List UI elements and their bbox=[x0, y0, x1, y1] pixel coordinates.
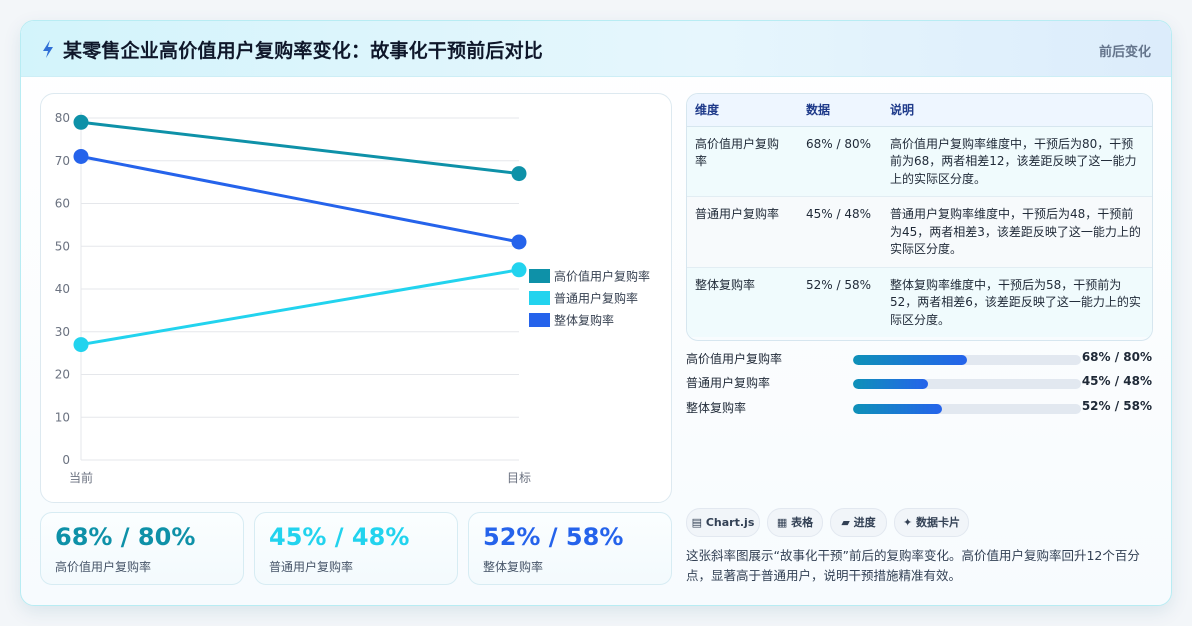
progress-track bbox=[853, 355, 1081, 365]
kpi-label: 高价值用户复购率 bbox=[55, 560, 152, 574]
x-tick-label: 目标 bbox=[507, 471, 531, 485]
series-line bbox=[80, 268, 520, 347]
y-tick-label: 80 bbox=[55, 111, 70, 125]
summary-note: 这张斜率图展示“故事化干预”前后的复购率变化。高价值用户复购率回升12个百分点，… bbox=[686, 548, 1140, 583]
lightning-icon bbox=[43, 40, 53, 58]
chip-progress[interactable]: ▰ 进度 bbox=[830, 508, 887, 537]
kpi-value: 52% / 58% bbox=[483, 523, 624, 551]
progress-label: 整体复购率 bbox=[686, 401, 747, 415]
legend-label: 整体复购率 bbox=[554, 313, 614, 328]
table-row: 普通用户复购率 45% / 48% 普通用户复购率维度中，干预后为48，干预前为… bbox=[687, 196, 1152, 268]
progress-value: 52% / 58% bbox=[1081, 399, 1152, 413]
table-cell: 45% / 48% bbox=[798, 196, 882, 268]
progress-track bbox=[853, 404, 1081, 414]
chip-label: Chart.js bbox=[705, 516, 755, 529]
data-point bbox=[73, 148, 89, 164]
kpi-value: 68% / 80% bbox=[55, 523, 196, 551]
legend-swatch bbox=[529, 291, 550, 305]
progress-label: 高价值用户复购率 bbox=[686, 352, 783, 366]
table-cell: 整体复购率维度中，干预后为58，干预前为52，两者相差6，该差距反映了这一能力上… bbox=[890, 277, 1141, 327]
table-cell: 高价值用户复购率维度中，干预后为80，干预前为68，两者相差12，该差距反映了这… bbox=[882, 126, 1152, 197]
data-point bbox=[511, 166, 527, 182]
table-cell: 普通用户复购率 bbox=[687, 196, 798, 268]
dashboard-card: 某零售企业高价值用户复购率变化：故事化干预前后对比 前后变化 0 10 20 30 40… bbox=[20, 20, 1172, 606]
progress-value: 45% / 48% bbox=[1081, 374, 1152, 388]
y-tick-label: 50 bbox=[55, 239, 70, 253]
table-header-cell: 维度 bbox=[687, 94, 798, 127]
data-point bbox=[511, 234, 527, 250]
table-header-cell: 数据 bbox=[798, 94, 882, 127]
progress-fill bbox=[853, 355, 967, 365]
chip-label: 数据卡片 bbox=[916, 516, 961, 529]
y-tick-label: 10 bbox=[55, 410, 70, 424]
series-line bbox=[80, 120, 520, 176]
chart-icon: ▤ bbox=[691, 516, 703, 529]
progress-track bbox=[853, 379, 1081, 389]
sparkle-icon: ✦ bbox=[902, 516, 913, 529]
chip-table[interactable]: ▦ 表格 bbox=[767, 508, 823, 537]
table-header-cell: 说明 bbox=[882, 94, 1152, 127]
kpi-card-overall: 52% / 58% 整体复购率 bbox=[468, 512, 672, 585]
header-bar: 某零售企业高价值用户复购率变化：故事化干预前后对比 前后变化 bbox=[21, 21, 1171, 77]
table-cell: 高价值用户复购率 bbox=[687, 126, 798, 197]
table-cell: 52% / 58% bbox=[806, 277, 872, 292]
chart-canvas: 0 10 20 30 40 50 60 70 80 当前 目标 高价值用户复购率普通用户复购率整体复购… bbox=[55, 111, 650, 485]
legend-swatch bbox=[529, 269, 550, 283]
legend-swatch bbox=[529, 313, 550, 327]
y-tick-label: 0 bbox=[62, 453, 70, 467]
table-header-row: 维度 数据 说明 bbox=[687, 94, 1152, 127]
slope-chart: 0 10 20 30 40 50 60 70 80 当前 目标 高价值用户复购率 普通用户复购率 整体复购… bbox=[40, 93, 672, 503]
series-line bbox=[80, 155, 520, 244]
table-row: 高价值用户复购率 68% / 80% 高价值用户复购率维度中，干预后为80，干预… bbox=[687, 126, 1152, 197]
table-cell: 普通用户复购率维度中，干预后为48，干预前为45，两者相差3，该差距反映了这一能… bbox=[882, 196, 1152, 268]
header-tag: 前后变化 bbox=[1098, 45, 1151, 60]
kpi-card-high-value: 68% / 80% 高价值用户复购率 bbox=[40, 512, 244, 585]
data-table-container: 维度 数据 说明 高价值用户复购率 68% / 80% 高价值用户复购率维度中，… bbox=[686, 93, 1153, 341]
legend-label: 普通用户复购率 bbox=[554, 291, 638, 306]
data-table: 维度 数据 说明 高价值用户复购率 68% / 80% 高价值用户复购率维度中，… bbox=[687, 94, 1152, 337]
y-tick-label: 20 bbox=[55, 368, 70, 382]
progress-row: 整体复购率 52% / 58% bbox=[686, 399, 1152, 417]
data-point bbox=[73, 114, 89, 130]
progress-value: 68% / 80% bbox=[1081, 350, 1152, 364]
x-tick-label: 当前 bbox=[69, 470, 93, 485]
kpi-value: 45% / 48% bbox=[269, 523, 410, 551]
table-icon: ▦ bbox=[776, 516, 788, 529]
folder-icon: ▰ bbox=[841, 516, 850, 529]
data-point bbox=[511, 262, 527, 278]
progress-row: 高价值用户复购率 68% / 80% bbox=[686, 350, 1152, 368]
page-title: 某零售企业高价值用户复购率变化：故事化干预前后对比 bbox=[63, 40, 544, 62]
chip-label: 表格 bbox=[791, 516, 814, 529]
table-cell: 整体复购率 bbox=[695, 277, 756, 292]
progress-fill bbox=[853, 404, 942, 414]
chip-chartjs[interactable]: ▤ Chart.js bbox=[686, 508, 760, 537]
legend-label: 高价值用户复购率 bbox=[554, 269, 650, 284]
data-point bbox=[73, 337, 89, 353]
progress-label: 普通用户复购率 bbox=[686, 376, 771, 390]
table-row: 整体复购率 52% / 58% 整体复购率维度中，干预后为58，干预前为52，两… bbox=[687, 267, 1152, 337]
progress-row: 普通用户复购率 45% / 48% bbox=[686, 374, 1152, 392]
table-cell: 68% / 80% bbox=[798, 126, 882, 197]
y-tick-label: 60 bbox=[55, 197, 70, 211]
kpi-label: 普通用户复购率 bbox=[269, 560, 354, 574]
chip-label: 进度 bbox=[853, 516, 876, 529]
y-tick-label: 70 bbox=[55, 154, 70, 168]
y-tick-label: 30 bbox=[55, 325, 70, 339]
kpi-label: 整体复购率 bbox=[483, 560, 544, 574]
y-tick-label: 40 bbox=[55, 282, 70, 296]
chip-data-card[interactable]: ✦ 数据卡片 bbox=[894, 508, 969, 537]
kpi-card-regular: 45% / 48% 普通用户复购率 bbox=[254, 512, 458, 585]
progress-fill bbox=[853, 379, 929, 389]
